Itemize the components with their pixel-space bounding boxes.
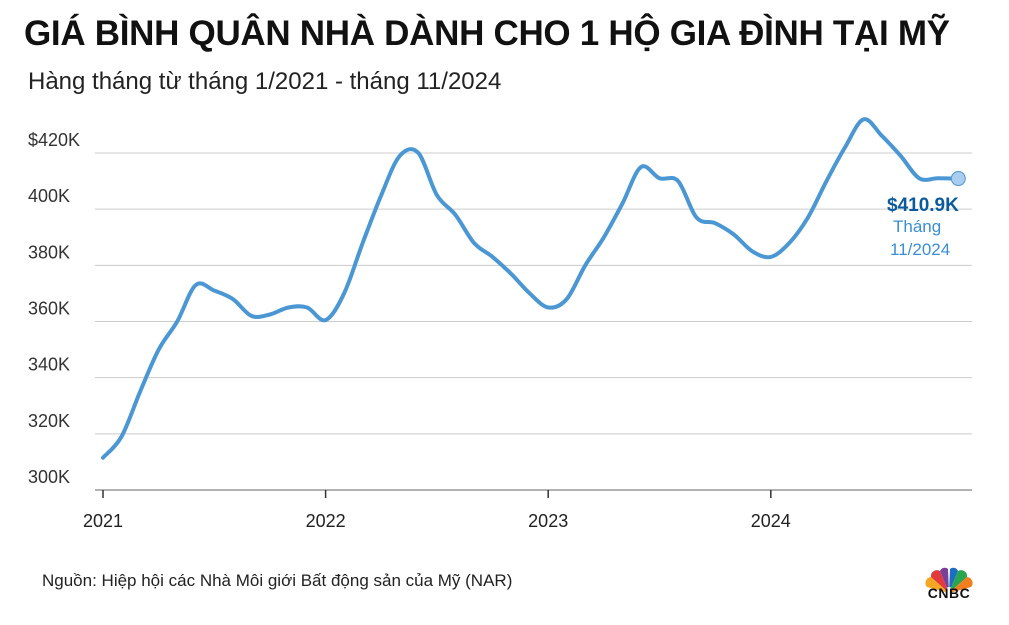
y-tick-label: 320K: [28, 411, 70, 431]
y-tick-label: 300K: [28, 467, 70, 487]
grid-lines: [95, 152, 972, 491]
end-point-marker: [950, 171, 966, 187]
chart-title: GIÁ BÌNH QUÂN NHÀ DÀNH CHO 1 HỘ GIA ĐÌNH…: [24, 14, 950, 53]
y-tick-label: 400K: [28, 186, 70, 206]
source-note: Nguồn: Hiệp hội các Nhà Môi giới Bất độn…: [42, 571, 513, 590]
cnbc-logo-text: CNBC: [927, 585, 971, 601]
annotation-month-label: Tháng: [893, 217, 941, 236]
series-line: [101, 117, 959, 460]
cnbc-peacock-logo: [925, 567, 973, 593]
x-axis: 2021 2022 2023 2024: [83, 490, 791, 531]
y-tick-label: 340K: [28, 355, 70, 375]
y-axis: $420K 400K 380K 360K 340K 320K 300K: [28, 130, 80, 487]
y-tick-label: 380K: [28, 242, 70, 262]
x-tick-label: 2023: [528, 511, 568, 531]
x-tick-label: 2022: [306, 511, 346, 531]
x-tick-label: 2021: [83, 511, 123, 531]
chart-subtitle: Hàng tháng từ tháng 1/2021 - tháng 11/20…: [28, 68, 502, 95]
annotation-month-value: 11/2024: [890, 240, 950, 259]
y-tick-label: 360K: [28, 299, 70, 319]
x-tick-label: 2024: [751, 511, 791, 531]
annotation-value: $410.9K: [887, 195, 959, 216]
y-tick-label: $420K: [28, 130, 80, 150]
